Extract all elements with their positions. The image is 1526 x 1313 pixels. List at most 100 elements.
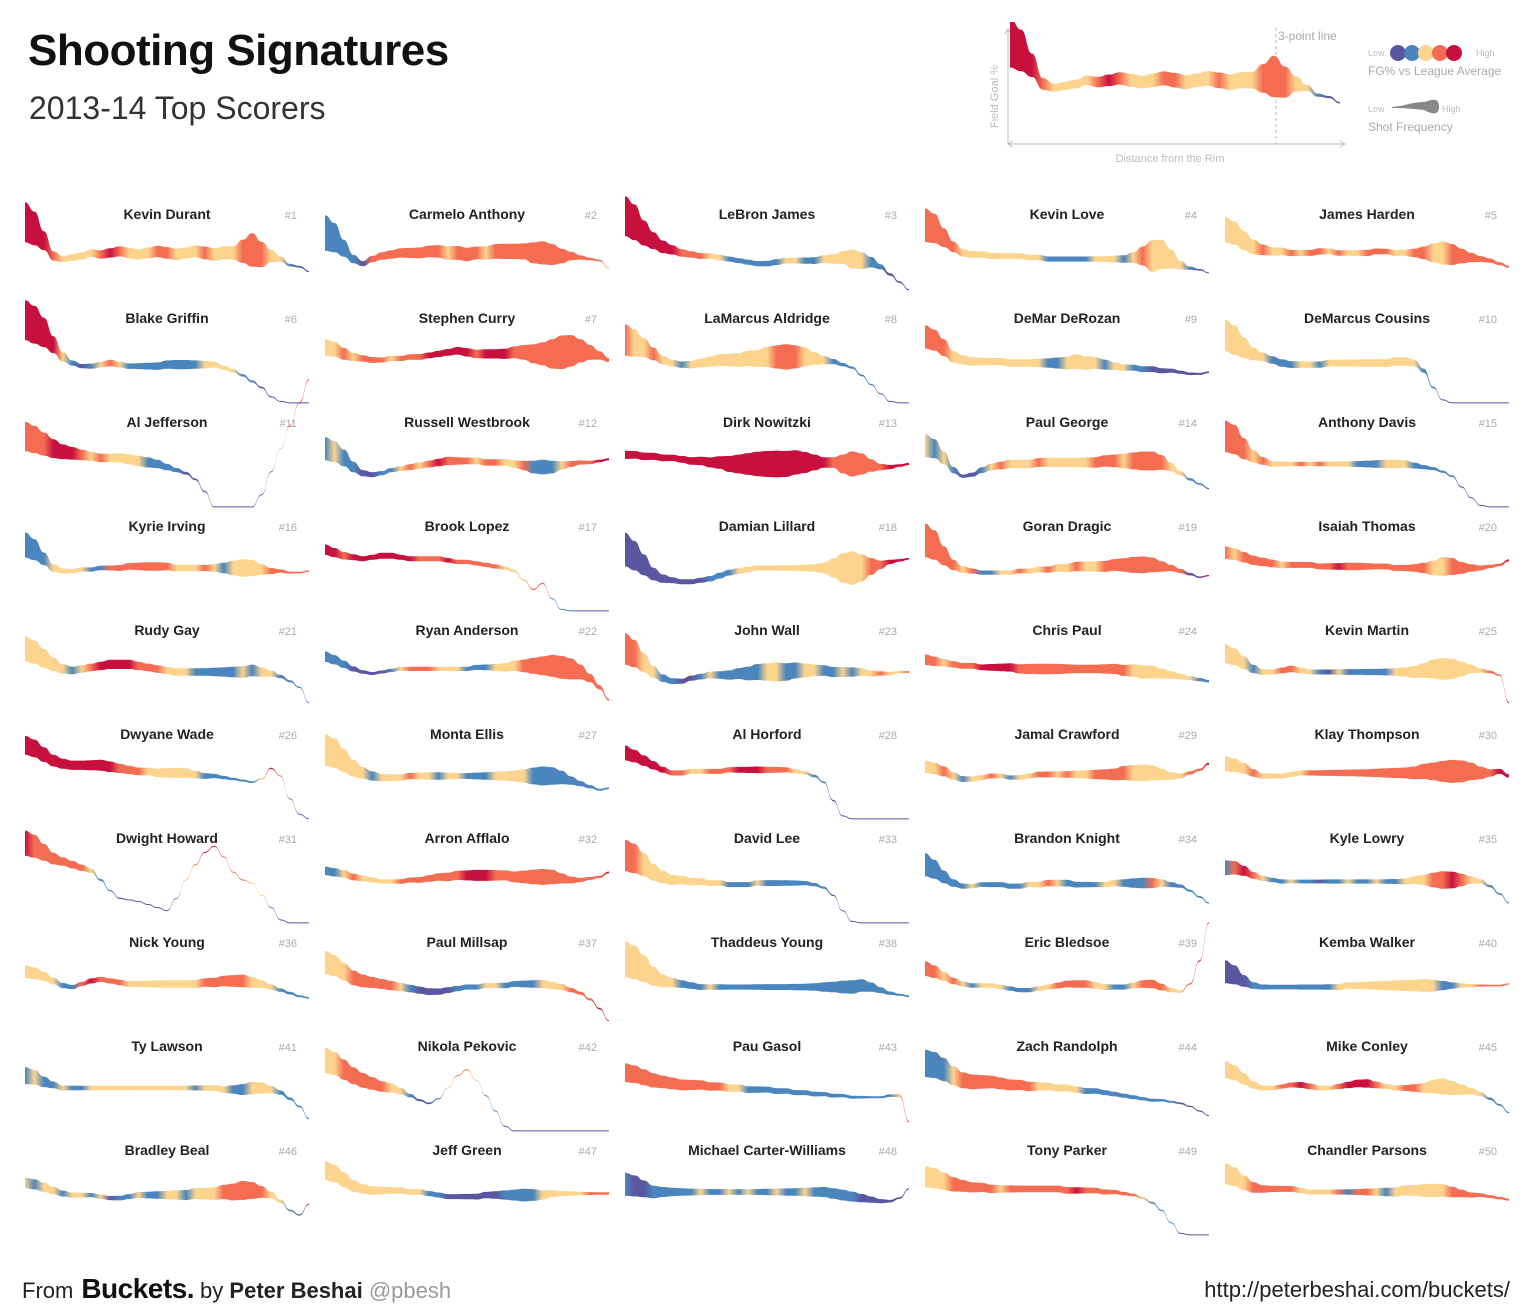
shooting-signature-shape (1225, 420, 1509, 508)
player-rank: #12 (579, 418, 597, 430)
footer-url[interactable]: http://peterbeshai.com/buckets/ (1204, 1277, 1510, 1302)
player-card[interactable]: John Wall #23 (625, 622, 909, 685)
player-name: Arron Afflalo (424, 830, 509, 846)
shooting-signature-shape (325, 866, 609, 885)
player-card[interactable]: Damian Lillard #18 (625, 518, 909, 585)
shooting-signature-shape (1225, 546, 1509, 576)
player-card[interactable]: Klay Thompson #30 (1225, 726, 1509, 783)
player-card[interactable]: Nikola Pekovic #42 (325, 1038, 609, 1132)
player-card[interactable]: Dwyane Wade #26 (25, 726, 309, 820)
player-name: Klay Thompson (1314, 726, 1419, 742)
player-rank: #17 (579, 522, 597, 534)
shooting-signature-shape (925, 760, 1209, 782)
player-rank: #13 (879, 418, 897, 430)
player-card[interactable]: Chandler Parsons #50 (1225, 1142, 1509, 1201)
player-rank: #47 (579, 1146, 597, 1158)
shooting-signature-shape (625, 941, 909, 998)
player-name: Monta Ellis (430, 726, 504, 742)
player-card[interactable]: Kyle Lowry #35 (1225, 830, 1509, 904)
player-card[interactable]: Mike Conley #45 (1225, 1038, 1509, 1114)
player-card[interactable]: Anthony Davis #15 (1225, 414, 1509, 508)
player-card[interactable]: Kevin Martin #25 (1225, 622, 1509, 704)
player-card[interactable]: Carmelo Anthony #2 (325, 206, 609, 269)
player-name: Goran Dragic (1023, 518, 1112, 534)
player-card[interactable]: Goran Dragic #19 (925, 518, 1209, 578)
player-card[interactable]: Ty Lawson #41 (25, 1038, 309, 1120)
player-rank: #37 (579, 938, 597, 950)
player-card[interactable]: Kevin Durant #1 (25, 202, 309, 272)
player-card[interactable]: LaMarcus Aldridge #8 (625, 310, 909, 404)
player-card[interactable]: Jamal Crawford #29 (925, 726, 1209, 782)
shooting-signature-shape (325, 335, 609, 370)
player-card[interactable]: Arron Afflalo #32 (325, 830, 609, 885)
player-card[interactable]: Al Jefferson #11 (25, 379, 309, 508)
shooting-signature-shape (1225, 1163, 1509, 1201)
player-name: Chandler Parsons (1307, 1142, 1427, 1158)
player-card[interactable]: Zach Randolph #44 (925, 1038, 1209, 1117)
shooting-signature-shape (325, 1161, 609, 1202)
shooting-signature-shape (25, 1177, 309, 1216)
player-name: Russell Westbrook (404, 414, 530, 430)
player-rank: #28 (879, 730, 897, 742)
player-card[interactable]: Isaiah Thomas #20 (1225, 518, 1509, 576)
player-card[interactable]: Michael Carter-Williams #48 (625, 1142, 909, 1204)
player-card[interactable]: Ryan Anderson #22 (325, 622, 609, 701)
player-card[interactable]: Kevin Love #4 (925, 206, 1209, 274)
player-name: Tony Parker (1027, 1142, 1107, 1158)
player-card[interactable]: Chris Paul #24 (925, 622, 1209, 683)
player-rank: #33 (879, 834, 897, 846)
player-name: Pau Gasol (733, 1038, 801, 1054)
player-name: Al Horford (732, 726, 801, 742)
player-card[interactable]: Pau Gasol #43 (625, 1038, 909, 1123)
player-rank: #15 (1479, 418, 1497, 430)
player-card[interactable]: LeBron James #3 (625, 196, 909, 291)
player-name: LaMarcus Aldridge (704, 310, 830, 326)
shooting-signature-shape (625, 1063, 909, 1123)
player-card[interactable]: Paul George #14 (925, 414, 1209, 490)
player-card[interactable]: Blake Griffin #6 (25, 300, 309, 404)
author-name: Peter Beshai (229, 1278, 363, 1303)
player-card[interactable]: Brook Lopez #17 (325, 518, 609, 612)
player-name: Paul Millsap (427, 934, 508, 950)
player-card[interactable]: Stephen Curry #7 (325, 310, 609, 370)
player-card[interactable]: Jeff Green #47 (325, 1142, 609, 1202)
player-card[interactable]: Monta Ellis #27 (325, 726, 609, 791)
player-name: Nikola Pekovic (418, 1038, 517, 1054)
player-card[interactable]: Bradley Beal #46 (25, 1142, 309, 1216)
player-card[interactable]: Eric Bledsoe #39 (925, 922, 1209, 993)
player-card[interactable]: Al Horford #28 (625, 726, 909, 820)
player-card[interactable]: Kemba Walker #40 (1225, 934, 1509, 992)
player-card[interactable]: James Harden #5 (1225, 206, 1509, 268)
shooting-signature-shape (925, 853, 1209, 904)
player-card[interactable]: Rudy Gay #21 (25, 622, 309, 704)
shooting-signature-shape (25, 202, 309, 272)
player-rank: #27 (579, 730, 597, 742)
author-handle[interactable]: @pbesh (368, 1278, 452, 1303)
player-card[interactable]: Brandon Knight #34 (925, 830, 1209, 904)
player-card[interactable]: Dwight Howard #31 (25, 830, 309, 924)
player-card[interactable]: David Lee #33 (625, 830, 909, 924)
shooting-signature-shape (1225, 960, 1509, 992)
player-card[interactable]: DeMarcus Cousins #10 (1225, 310, 1509, 404)
player-card[interactable]: Nick Young #36 (25, 934, 309, 999)
shooting-signature-shape (625, 532, 909, 585)
player-card[interactable]: Kyrie Irving #16 (25, 518, 309, 577)
player-rank: #32 (579, 834, 597, 846)
size-legend-title: Shot Frequency (1368, 120, 1453, 134)
player-card[interactable]: Tony Parker #49 (925, 1142, 1209, 1236)
player-name: Mike Conley (1326, 1038, 1408, 1054)
player-card[interactable]: DeMar DeRozan #9 (925, 310, 1209, 376)
player-rank: #50 (1479, 1146, 1497, 1158)
player-name: Brook Lopez (425, 518, 510, 534)
player-name: David Lee (734, 830, 800, 846)
player-rank: #24 (1179, 626, 1197, 638)
player-rank: #43 (879, 1042, 897, 1054)
player-name: Jeff Green (432, 1142, 501, 1158)
player-name: DeMarcus Cousins (1304, 310, 1430, 326)
player-rank: #9 (1185, 314, 1197, 326)
player-card[interactable]: Thaddeus Young #38 (625, 934, 909, 998)
player-card[interactable]: Russell Westbrook #12 (325, 414, 609, 478)
player-card[interactable]: Paul Millsap #37 (325, 934, 609, 1022)
color-swatch (1446, 45, 1462, 61)
player-card[interactable]: Dirk Nowitzki #13 (625, 414, 909, 478)
